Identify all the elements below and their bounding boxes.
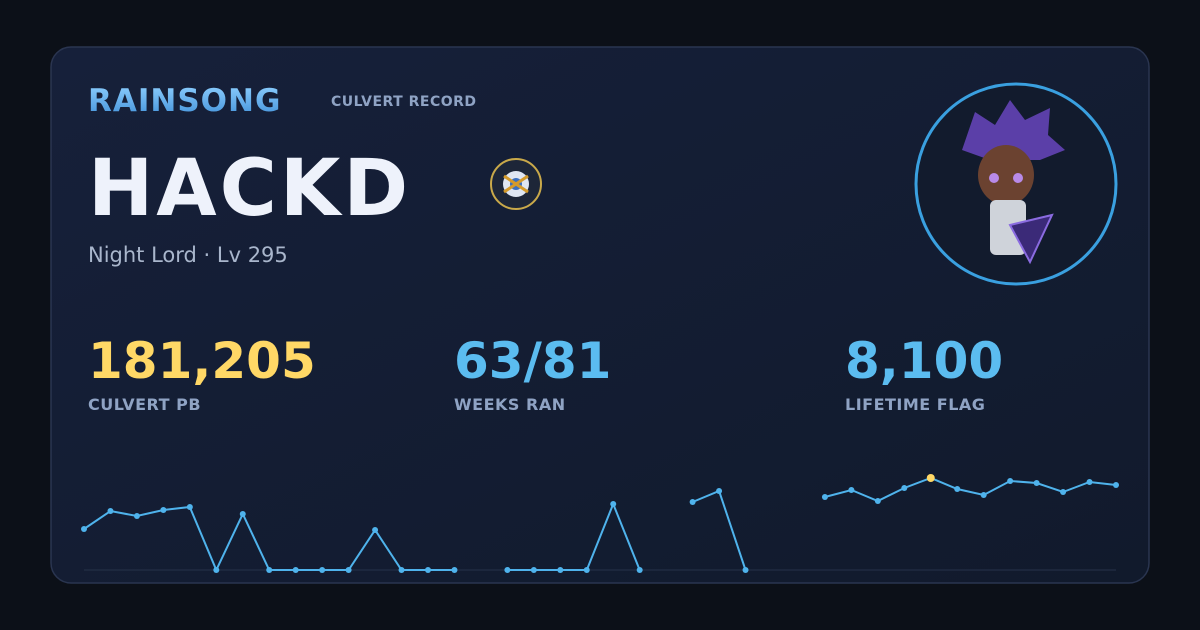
stat-value: 63/81 xyxy=(454,332,611,390)
player-subtitle: Night Lord · Lv 295 xyxy=(88,243,288,267)
score-point xyxy=(821,493,828,500)
badge xyxy=(490,158,542,210)
score-point xyxy=(372,526,379,533)
tag: CULVERT RECORD xyxy=(331,94,477,110)
score-point xyxy=(1033,479,1040,486)
score-point xyxy=(81,525,87,532)
score-point xyxy=(398,567,405,573)
score-point xyxy=(107,508,114,515)
score-point xyxy=(742,567,749,573)
score-point xyxy=(425,567,431,573)
score-point xyxy=(345,567,352,573)
score-point xyxy=(689,499,696,506)
score-point xyxy=(133,512,140,519)
stat-value: 8,100 xyxy=(845,332,1003,390)
player-name: HACKD xyxy=(88,144,411,234)
stat-label: WEEKS RAN xyxy=(454,395,566,414)
score-point xyxy=(954,486,961,493)
score-point xyxy=(1060,489,1067,496)
brand: RAINSONG xyxy=(88,83,281,119)
score-point xyxy=(451,567,458,573)
score-point xyxy=(848,486,855,493)
score-point xyxy=(557,567,564,573)
score-point xyxy=(1007,477,1014,484)
stat-label: CULVERT PB xyxy=(88,395,201,414)
card xyxy=(50,46,1150,584)
score-point xyxy=(239,510,246,517)
score-point xyxy=(1113,482,1119,489)
stat-value: 181,205 xyxy=(88,332,316,390)
score-point xyxy=(1086,479,1093,486)
score-point xyxy=(610,500,617,507)
score-point xyxy=(716,487,723,494)
score-point xyxy=(530,567,537,573)
score-point xyxy=(901,485,908,492)
score-point xyxy=(636,567,643,573)
score-point xyxy=(160,506,167,513)
score-point xyxy=(926,474,935,482)
score-point xyxy=(504,567,511,573)
score-point xyxy=(213,567,220,573)
score-point xyxy=(980,492,987,499)
score-point xyxy=(583,567,590,573)
score-point xyxy=(874,498,881,505)
score-point xyxy=(319,567,326,573)
avatar xyxy=(914,82,1118,286)
score-point xyxy=(292,567,299,573)
stat-label: LIFETIME FLAG xyxy=(845,395,985,414)
score-point xyxy=(186,503,193,510)
score-point xyxy=(266,567,273,573)
